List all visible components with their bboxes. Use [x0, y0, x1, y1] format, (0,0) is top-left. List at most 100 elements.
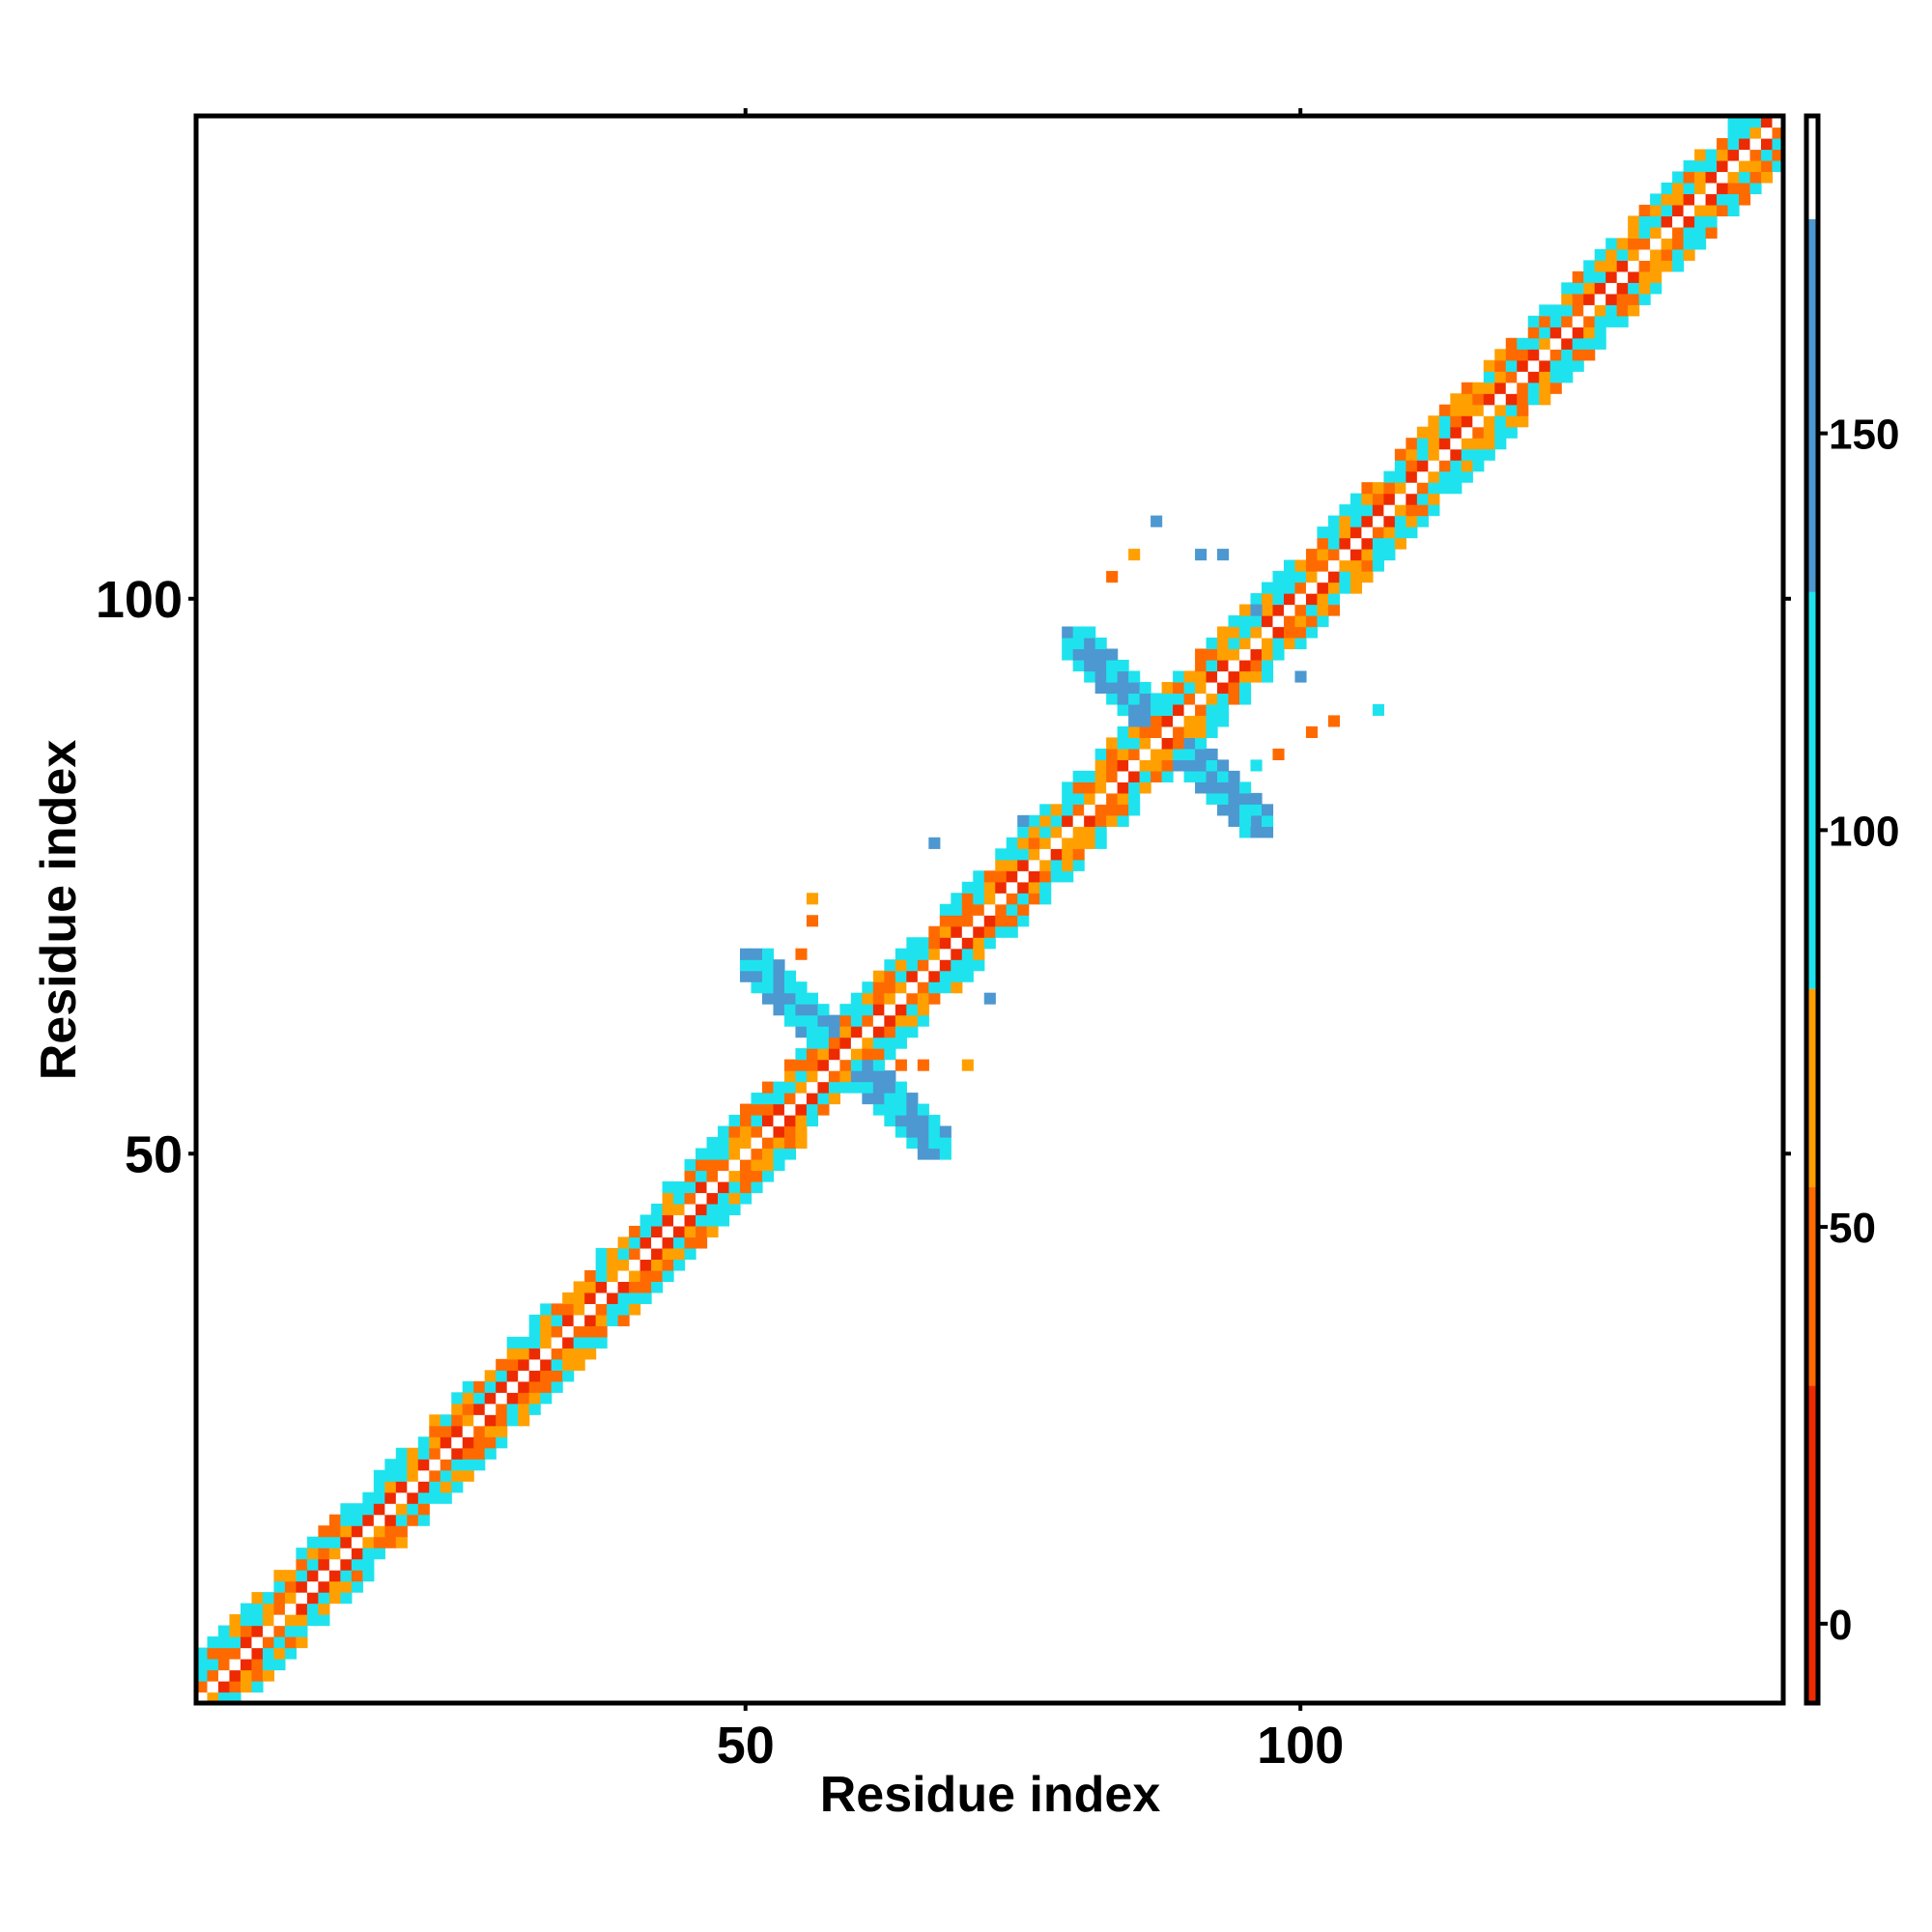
heatmap-cell: [684, 1203, 696, 1216]
heatmap-cell: [1239, 648, 1252, 661]
heatmap-cell: [961, 970, 974, 982]
heatmap-cell: [473, 1403, 486, 1415]
heatmap-cell: [1416, 426, 1429, 439]
heatmap-cell: [773, 959, 785, 972]
heatmap-cell: [273, 1614, 286, 1627]
heatmap-cell: [817, 1070, 830, 1083]
heatmap-cell: [1494, 438, 1507, 450]
heatmap-cell: [1261, 804, 1274, 816]
heatmap-cell: [1416, 504, 1429, 517]
heatmap-cell: [673, 1259, 686, 1271]
heatmap-cell: [540, 1358, 553, 1371]
heatmap-cell: [1661, 193, 1673, 206]
heatmap-cell: [384, 1503, 397, 1516]
heatmap-cell: [551, 1348, 563, 1360]
heatmap-cell: [1195, 549, 1208, 561]
heatmap-cell: [795, 1103, 808, 1116]
heatmap-cell: [1638, 226, 1651, 239]
heatmap-cell: [506, 1403, 519, 1415]
heatmap-cell: [718, 1214, 730, 1227]
heatmap-cell: [1672, 193, 1685, 206]
heatmap-cell: [1062, 814, 1074, 827]
heatmap-cell: [273, 1603, 286, 1615]
heatmap-cell: [1616, 282, 1629, 295]
heatmap-cell: [1050, 837, 1063, 849]
heatmap-cell: [783, 1125, 797, 1138]
heatmap-cell: [1361, 482, 1374, 495]
heatmap-cell: [1017, 859, 1030, 871]
heatmap-cell: [1128, 670, 1141, 683]
heatmap-cell: [1250, 648, 1263, 661]
heatmap-cell: [629, 1259, 641, 1271]
heatmap-cell: [240, 1603, 253, 1615]
heatmap-cell: [1173, 681, 1185, 695]
heatmap-cell: [451, 1481, 464, 1493]
heatmap-cell: [1527, 371, 1540, 384]
heatmap-cell: [1638, 238, 1651, 250]
heatmap-cell: [684, 1225, 696, 1238]
heatmap-cell: [473, 1392, 486, 1405]
heatmap-cell: [407, 1503, 419, 1516]
heatmap-cell: [1128, 737, 1141, 750]
heatmap-cell: [1727, 149, 1740, 161]
heatmap-cell: [1028, 893, 1040, 905]
heatmap-cell: [1539, 337, 1551, 350]
heatmap-cell: [429, 1436, 441, 1449]
heatmap-cell: [462, 1447, 474, 1460]
heatmap-cell: [1261, 593, 1274, 606]
heatmap-cell: [595, 1303, 608, 1316]
heatmap-cell: [429, 1414, 441, 1427]
heatmap-cell: [407, 1469, 419, 1482]
heatmap-cell: [1239, 626, 1252, 639]
heatmap-cell: [1228, 626, 1240, 639]
heatmap-cell: [1195, 659, 1208, 672]
heatmap-cell: [484, 1392, 497, 1405]
heatmap-cell: [1106, 792, 1119, 805]
heatmap-cell: [262, 1592, 275, 1605]
heatmap-cell: [961, 881, 974, 894]
heatmap-cell: [1616, 304, 1629, 317]
heatmap-cell: [1217, 770, 1230, 782]
heatmap-cell: [1039, 881, 1052, 894]
heatmap-cell: [1394, 482, 1406, 495]
heatmap-cell: [939, 1148, 952, 1160]
heatmap-cell: [1084, 659, 1096, 672]
heatmap-cell: [973, 893, 985, 905]
heatmap-cell: [1717, 182, 1729, 195]
heatmap-cell: [1438, 426, 1451, 439]
heatmap-cell: [1151, 515, 1163, 527]
heatmap-cell: [739, 970, 753, 982]
heatmap-cell: [973, 903, 985, 916]
heatmap-cell: [783, 992, 797, 1005]
heatmap-cell: [1072, 792, 1085, 805]
heatmap-cell: [407, 1492, 419, 1504]
heatmap-cell: [1239, 638, 1252, 650]
heatmap-cell: [1383, 526, 1396, 539]
heatmap-cell: [751, 1137, 763, 1150]
heatmap-cell: [862, 1093, 874, 1105]
heatmap-cell: [773, 1115, 785, 1127]
heatmap-cell: [1505, 349, 1518, 361]
heatmap-cell: [1517, 371, 1529, 384]
heatmap-cell: [384, 1492, 397, 1504]
heatmap-cell: [1406, 470, 1418, 483]
heatmap-cell: [1372, 549, 1384, 561]
heatmap-cell: [1739, 116, 1751, 128]
heatmap-cell: [1339, 504, 1351, 517]
heatmap-cell: [1539, 315, 1551, 327]
heatmap-cell: [696, 1180, 708, 1194]
heatmap-cell: [1173, 737, 1185, 750]
heatmap-cell: [761, 970, 775, 982]
heatmap-cell: [783, 1059, 797, 1071]
heatmap-cell: [1039, 804, 1052, 816]
heatmap-cell: [839, 1059, 852, 1071]
heatmap-cell: [696, 1225, 708, 1238]
heatmap-cell: [684, 1247, 696, 1261]
heatmap-cell: [1616, 238, 1629, 250]
heatmap-cell: [407, 1447, 419, 1460]
heatmap-cell: [1139, 703, 1151, 717]
heatmap-cell: [1461, 393, 1473, 406]
colorbar-band: [1806, 591, 1818, 989]
heatmap-cell: [451, 1403, 464, 1415]
heatmap-cell: [895, 1125, 907, 1138]
